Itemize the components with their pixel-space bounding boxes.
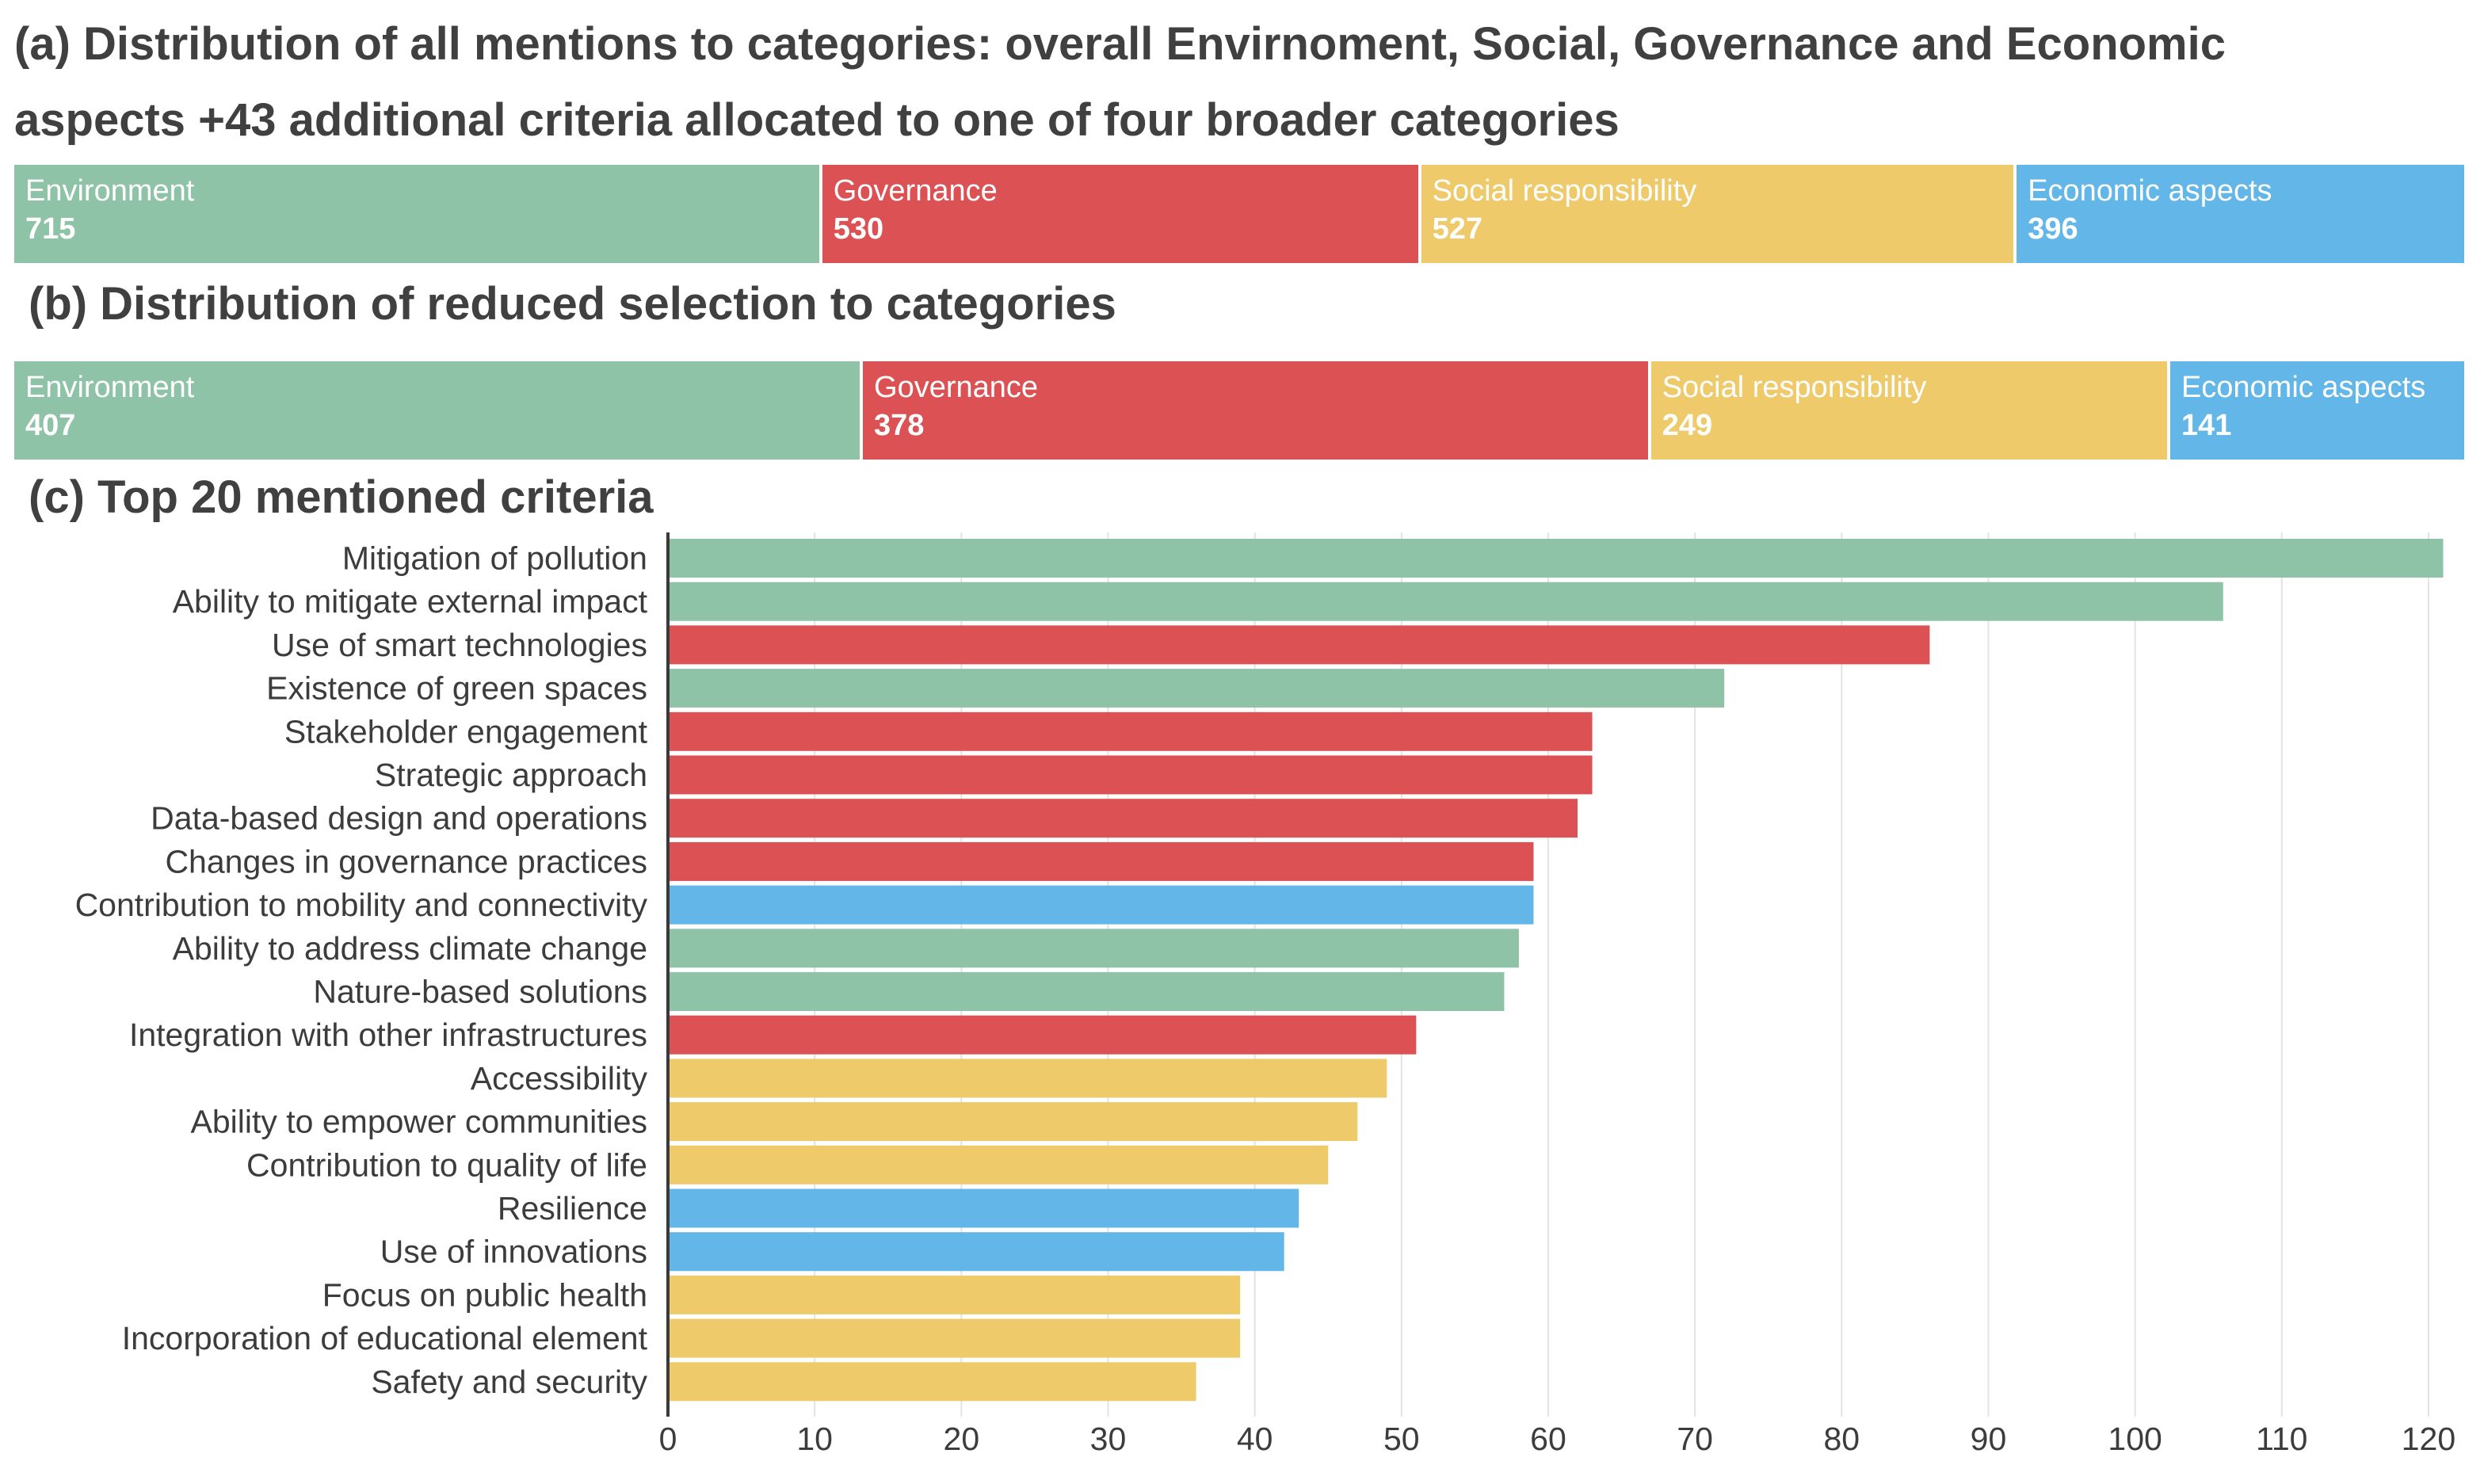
top-criteria-bar-chart: 0 10 20 30 40 50 60 70 80 90 100 110 120 Mitigation o…: [75, 532, 2455, 1457]
bar-safety-and-security: [668, 1362, 1196, 1402]
panel-b-segment-social-responsibility: Social responsibility 249: [1650, 361, 2170, 460]
panel-a-segment-value: 527: [1432, 212, 1482, 246]
category-label: Data-based design and operations: [151, 800, 647, 837]
panel-a-title-line2: aspects +43 additional criteria allocate…: [14, 94, 1620, 146]
panel-b-segment-value: 378: [874, 409, 925, 442]
panel-b-title: (b) Distribution of reduced selection to…: [29, 278, 1116, 330]
bar-existence-of-green-spaces: [668, 669, 1725, 708]
panel-a-title-line1: (a) Distribution of all mentions to cate…: [14, 18, 2226, 70]
panel-b-segment-value: 249: [1662, 409, 1713, 442]
panel-b-segment-economic-aspects: Economic aspects 141: [2169, 361, 2464, 460]
bar-ability-to-mitigate-external-impact: [668, 582, 2223, 621]
x-tick-label: 90: [1971, 1421, 2007, 1457]
x-tick-label: 40: [1237, 1421, 1273, 1457]
panel-b-segment-label: Social responsibility: [1662, 371, 1927, 404]
x-tick-label: 120: [2402, 1421, 2455, 1457]
bar-incorporation-of-educational-element: [668, 1318, 1241, 1358]
panel-a-segment-economic-aspects: Economic aspects 396: [2017, 165, 2464, 263]
panel-b-segment-governance: Governance 378: [863, 361, 1651, 460]
x-tick-label: 70: [1677, 1421, 1713, 1457]
panel-a-stacked-bar: Environment 715 Governance 530 Social respon…: [14, 165, 2464, 263]
bar-changes-in-governance-practices: [668, 841, 1534, 881]
bar-contribution-to-mobility-and-connectivity: [668, 885, 1534, 925]
panel-b-segment-environment: Environment 407: [14, 361, 864, 460]
panel-b-segment-value: 141: [2181, 409, 2232, 442]
category-label: Use of innovations: [380, 1234, 647, 1270]
category-label: Mitigation of pollution: [342, 540, 647, 577]
panel-a-segment-environment: Environment 715: [14, 165, 822, 263]
x-tick-label: 30: [1090, 1421, 1127, 1457]
x-tick-label: 80: [1824, 1421, 1860, 1457]
category-label: Contribution to quality of life: [246, 1146, 647, 1183]
panel-b-segment-label: Governance: [874, 371, 1039, 404]
bar-use-of-innovations: [668, 1232, 1284, 1272]
x-tick-label: 20: [944, 1421, 980, 1457]
x-tick-label: 10: [796, 1421, 833, 1457]
category-label: Ability to mitigate external impact: [173, 583, 648, 620]
panel-c-title: (c) Top 20 mentioned criteria: [29, 471, 654, 523]
category-label: Integration with other infrastructures: [129, 1017, 647, 1053]
category-label: Existence of green spaces: [266, 670, 647, 707]
panel-a-segment-label: Social responsibility: [1432, 174, 1697, 208]
bar-resilience: [668, 1188, 1299, 1228]
panel-a-segment-value: 530: [833, 212, 884, 246]
x-tick-label: 100: [2108, 1421, 2162, 1457]
category-label: Safety and security: [371, 1364, 647, 1400]
x-tick-label: 60: [1530, 1421, 1566, 1457]
bar-nature-based-solutions: [668, 972, 1505, 1011]
x-tick-label: 50: [1383, 1421, 1420, 1457]
bar-accessibility: [668, 1059, 1387, 1098]
bar-integration-with-other-infrastructures: [668, 1015, 1417, 1055]
bar-data-based-design-and-operations: [668, 799, 1578, 838]
bar-mitigation-of-pollution: [668, 539, 2444, 578]
category-label: Nature-based solutions: [313, 974, 647, 1010]
category-label: Ability to address climate change: [173, 930, 647, 967]
bar-ability-to-empower-communities: [668, 1102, 1358, 1142]
panel-b-segment-label: Environment: [25, 371, 195, 404]
bar-strategic-approach: [668, 755, 1593, 795]
category-label: Ability to empower communities: [191, 1104, 647, 1140]
panel-a-segment-label: Governance: [833, 174, 998, 208]
bar-contribution-to-quality-of-life: [668, 1145, 1329, 1185]
panel-a-segment-value: 396: [2028, 212, 2078, 246]
category-label: Accessibility: [471, 1060, 648, 1097]
bar-use-of-smart-technologies: [668, 625, 1930, 665]
panel-b-segment-value: 407: [25, 409, 76, 442]
panel-a-segment-governance: Governance 530: [822, 165, 1421, 263]
x-tick-label: 110: [2256, 1421, 2307, 1457]
bar-stakeholder-engagement: [668, 711, 1593, 751]
category-label: Incorporation of educational element: [122, 1320, 648, 1356]
category-label: Stakeholder engagement: [284, 713, 648, 750]
panel-b-stacked-bar: Environment 407 Governance 378 Social respon…: [14, 361, 2464, 460]
category-label: Focus on public health: [322, 1276, 647, 1313]
panel-a-segment-label: Economic aspects: [2028, 174, 2272, 208]
panel-a-segment-social-responsibility: Social responsibility 527: [1421, 165, 2017, 263]
panel-a-segment-value: 715: [25, 212, 76, 246]
category-label: Contribution to mobility and connectivit…: [75, 887, 648, 923]
category-label: Changes in governance practices: [165, 843, 647, 879]
panel-b-segment-label: Economic aspects: [2181, 371, 2426, 404]
category-label: Resilience: [498, 1190, 647, 1226]
bar-ability-to-address-climate-change: [668, 929, 1519, 968]
x-tick-label: 0: [659, 1421, 677, 1457]
bar-focus-on-public-health: [668, 1275, 1241, 1314]
panel-a-segment-label: Environment: [25, 174, 195, 208]
category-label: Strategic approach: [375, 757, 647, 793]
category-label: Use of smart technologies: [272, 627, 647, 663]
